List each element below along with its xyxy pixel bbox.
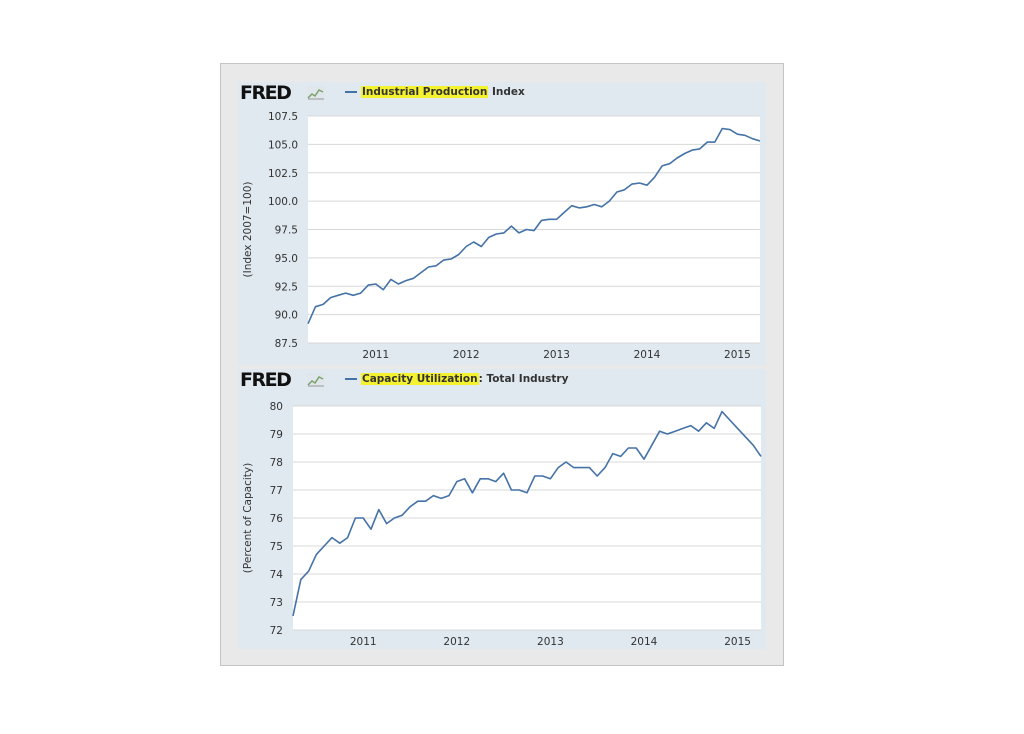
fred-logo: FRED [240,82,292,104]
y-tick-label: 74 [270,569,284,581]
legend-line-swatch [345,378,357,380]
y-tick-label: 92.5 [275,281,298,293]
y-tick-label: 77 [270,485,283,497]
y-tick-label: 76 [270,513,284,525]
y-tick-label: 78 [270,457,283,469]
x-tick-label: 2011 [350,636,377,648]
x-tick-label: 2014 [631,636,658,648]
y-tick-label: 107.5 [268,111,298,123]
series-line-0 [292,410,762,617]
fred-logo: FRED [240,369,292,391]
x-tick-label: 2013 [543,349,570,361]
y-tick-label: 87.5 [275,338,298,350]
small-line-chart-icon [307,373,325,387]
x-tick-label: 2015 [724,349,751,361]
y-tick-label: 72 [270,625,283,637]
y-tick-label: 97.5 [275,225,298,237]
x-tick-label: 2015 [724,636,751,648]
series-line-0 [307,127,761,325]
legend-line-swatch [345,91,357,93]
y-tick-label: 80 [270,401,283,413]
legend-highlighted-text: Capacity Utilization [361,373,479,385]
x-tick-label: 2012 [453,349,480,361]
y-tick-label: 102.5 [268,168,298,180]
chart-legend: Capacity Utilization: Total Industry [345,372,568,386]
legend-highlighted-text: Industrial Production [361,86,489,98]
capacity-utilization-chart-panel: FRED Capacity Utilization: Total Industr… [238,369,766,649]
small-line-chart-icon [307,86,325,100]
y-tick-label: 95.0 [275,253,298,265]
y-axis-label: (Percent of Capacity) [242,463,254,573]
y-tick-label: 90.0 [275,310,298,322]
y-tick-label: 105.0 [268,139,298,151]
y-tick-label: 75 [270,541,283,553]
y-tick-label: 100.0 [268,196,298,208]
y-axis-label: (Index 2007=100) [242,182,254,278]
legend-rest-text: : Total Industry [478,373,569,385]
x-tick-label: 2013 [537,636,564,648]
chart-legend: Industrial Production Index [345,85,525,99]
x-tick-label: 2011 [362,349,389,361]
x-tick-label: 2012 [443,636,470,648]
x-tick-label: 2014 [634,349,661,361]
legend-rest-text: Index [488,86,525,98]
y-tick-label: 79 [270,429,283,441]
industrial-production-plot: 87.5 90.0 92.5 95.0 97.5 100.0 102.5 105.0 107.5… [242,111,761,361]
industrial-production-chart-panel: FRED Industrial Production Index 87.5 90.… [238,82,766,365]
y-tick-label: 73 [270,597,283,609]
